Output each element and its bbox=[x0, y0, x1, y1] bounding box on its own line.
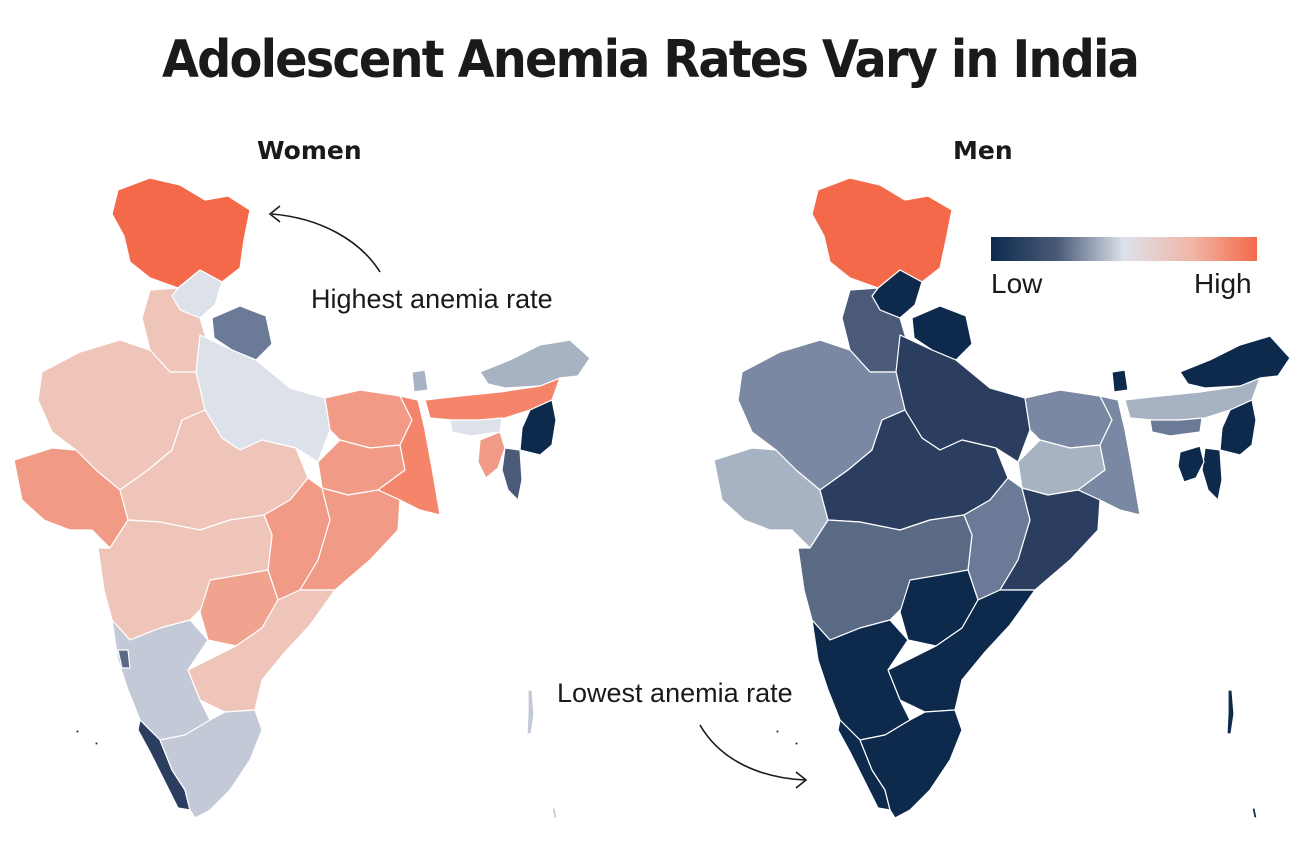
men-region-lakshadweep bbox=[775, 729, 780, 734]
highest-arrowhead bbox=[268, 205, 281, 223]
women-region-arunachal bbox=[479, 339, 591, 389]
men-region-meghalaya bbox=[1149, 417, 1203, 437]
men-region-lakshadweep-2 bbox=[794, 741, 799, 746]
men-region-nicobar bbox=[1251, 807, 1258, 819]
men-region-jammu-kashmir bbox=[811, 177, 953, 289]
women-region-nicobar bbox=[551, 807, 558, 819]
men-region-karnataka bbox=[811, 619, 911, 741]
women-region-mizoram bbox=[501, 447, 523, 501]
men-region-tripura bbox=[1177, 445, 1205, 483]
women-region-jammu-kashmir bbox=[111, 177, 251, 289]
legend-gradient-bar bbox=[991, 237, 1257, 261]
women-region-uttarakhand bbox=[211, 305, 273, 361]
women-region-andaman bbox=[526, 689, 535, 735]
women-region-lakshadweep-2 bbox=[94, 741, 99, 746]
chart-title: Adolescent Anemia Rates Vary in India bbox=[161, 30, 1140, 90]
legend-low-label: Low bbox=[991, 268, 1043, 299]
legend-high-label: High bbox=[1194, 268, 1252, 299]
men-map bbox=[713, 177, 1291, 819]
highest-arrow bbox=[271, 213, 381, 273]
men-region-sikkim bbox=[1111, 369, 1129, 393]
women-region-meghalaya bbox=[449, 417, 503, 437]
women-region-odisha bbox=[299, 487, 401, 591]
women-region-tripura bbox=[477, 431, 506, 479]
women-region-west-bengal bbox=[377, 395, 441, 516]
men-region-odisha bbox=[999, 487, 1101, 591]
women-region-goa bbox=[117, 649, 131, 669]
men-region-mizoram bbox=[1201, 447, 1223, 501]
women-region-bihar bbox=[324, 389, 413, 449]
men-region-west-bengal bbox=[1077, 395, 1141, 516]
women-region-tamil-nadu bbox=[159, 709, 263, 819]
lowest-arrow bbox=[699, 724, 806, 781]
lowest-arrowhead bbox=[795, 771, 808, 789]
women-region-karnataka bbox=[111, 619, 211, 741]
women-region-sikkim bbox=[411, 369, 429, 393]
men-region-bihar bbox=[1024, 389, 1113, 449]
men-panel-label: Men bbox=[953, 136, 1013, 165]
men-region-andaman bbox=[1226, 689, 1235, 735]
highest-annotation: Highest anemia rate bbox=[311, 284, 553, 314]
men-region-arunachal bbox=[1179, 335, 1291, 389]
women-region-lakshadweep bbox=[75, 729, 80, 734]
women-panel-label: Women bbox=[257, 136, 362, 165]
men-region-uttarakhand bbox=[911, 305, 973, 361]
women-region-nagaland-manipur bbox=[519, 399, 557, 456]
lowest-annotation: Lowest anemia rate bbox=[557, 678, 793, 708]
women-map bbox=[13, 177, 591, 819]
men-region-nagaland-manipur bbox=[1219, 399, 1257, 456]
men-region-tamil-nadu bbox=[859, 709, 963, 819]
